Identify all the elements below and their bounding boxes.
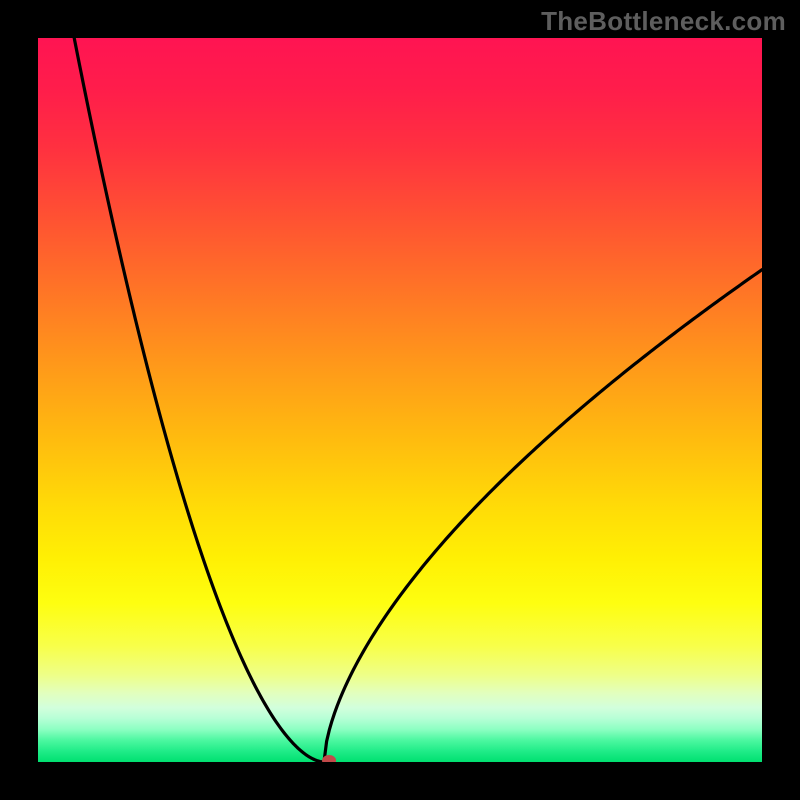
watermark-text: TheBottleneck.com — [541, 6, 786, 37]
bottleneck-chart — [0, 0, 800, 800]
chart-wrapper: TheBottleneck.com — [0, 0, 800, 800]
plot-background — [38, 38, 762, 762]
